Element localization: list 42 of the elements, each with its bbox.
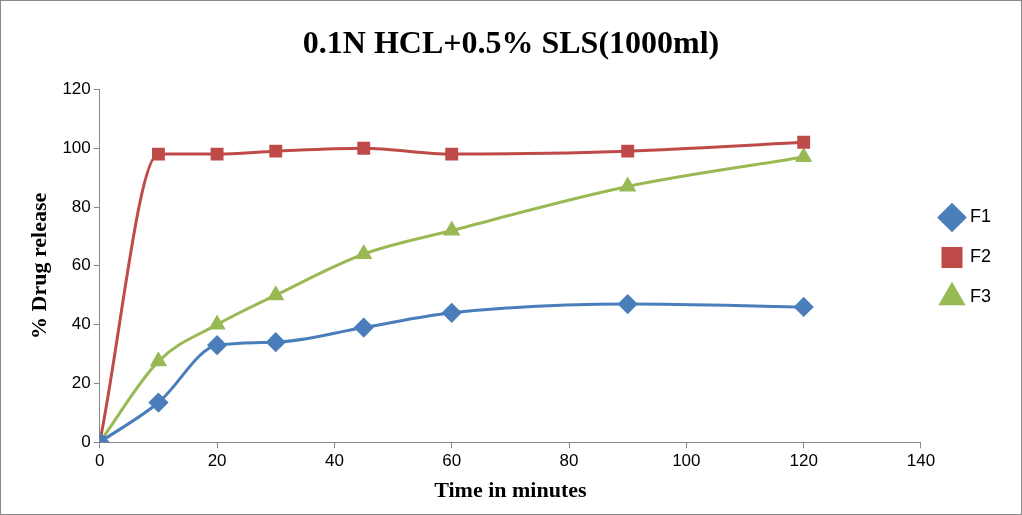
y-tick-label: 80 [71,196,91,216]
point [148,393,168,413]
chart-title: 0.1N HCL+0.5% SLS(1000ml) [302,24,720,61]
x-tick-label: 140 [906,451,936,471]
legend-label: F3 [969,286,992,307]
y-tick-label: 20 [71,373,91,393]
y-tick-label: 0 [81,431,91,451]
x-tick-label: 60 [442,451,462,471]
point [445,147,459,161]
legend-label: F1 [969,206,992,227]
point [796,148,812,163]
point [210,147,224,161]
point [794,297,814,317]
x-tick-label: 0 [95,451,105,471]
point [268,286,284,301]
legend-label: F2 [969,246,992,267]
point [207,335,227,355]
point [444,222,460,236]
y-tick-label: 40 [71,314,91,334]
point [150,352,166,367]
point [356,245,372,260]
y-axis-title: % Drug release [25,192,51,339]
point [442,303,462,323]
y-tick-label: 60 [71,255,91,275]
point [151,147,165,161]
point [209,316,225,330]
x-tick-label: 40 [324,451,344,471]
point [269,144,283,158]
point [357,141,371,155]
x-tick-label: 80 [559,451,579,471]
x-tick-label: 100 [672,451,701,471]
point [618,294,638,314]
point [797,135,811,149]
x-tick-label: 120 [789,451,818,471]
x-tick-label: 20 [207,451,227,471]
y-tick-label: 120 [62,79,91,99]
point [621,144,635,158]
point [620,177,636,192]
point [354,318,374,338]
y-tick-label: 100 [62,137,91,157]
point [266,332,286,352]
x-axis-title: Time in minutes [434,477,588,503]
